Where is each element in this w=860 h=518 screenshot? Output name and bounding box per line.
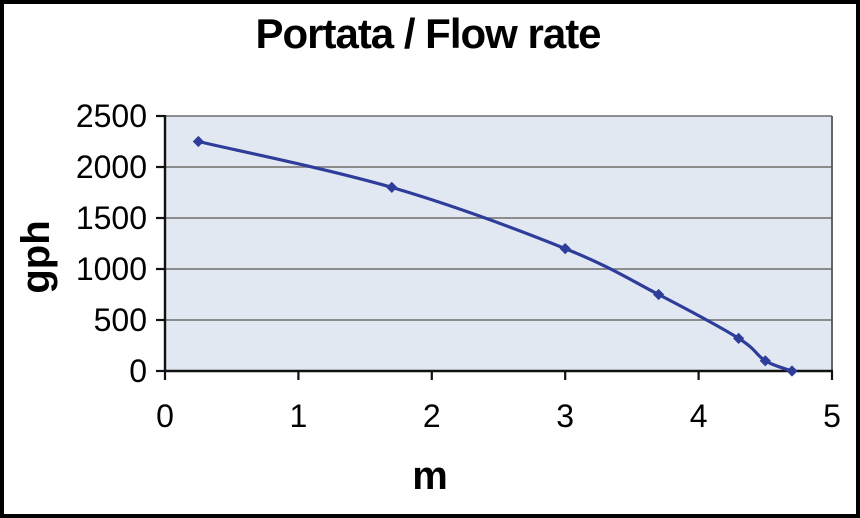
x-tick-label: 5 xyxy=(823,398,841,434)
data-point-marker xyxy=(192,135,204,148)
data-point-marker xyxy=(786,365,798,377)
x-tick-label: 4 xyxy=(690,398,708,434)
data-point-marker xyxy=(759,355,771,367)
y-tick-label: 0 xyxy=(129,353,147,389)
data-point-marker xyxy=(559,243,571,255)
y-tick-label: 2500 xyxy=(76,98,147,134)
flow-rate-chart: 0 500 1000 1500 2000 2500 0 1 2 3 4 5 xyxy=(76,98,841,434)
y-tick-label: 1500 xyxy=(76,200,147,236)
y-tick-label: 1000 xyxy=(76,251,147,287)
x-axis-label: m xyxy=(412,454,448,498)
x-tick-label: 3 xyxy=(556,398,574,434)
y-tick-label: 2000 xyxy=(76,149,147,185)
x-tick-label: 2 xyxy=(423,398,441,434)
x-tick-label: 0 xyxy=(156,398,174,434)
data-point-marker xyxy=(733,332,745,344)
data-point-marker xyxy=(386,181,398,193)
y-tick-label: 500 xyxy=(94,302,147,338)
x-tick-label: 1 xyxy=(290,398,308,434)
chart-title: Portata / Flow rate xyxy=(255,10,601,57)
series-line xyxy=(196,139,794,373)
data-point-marker xyxy=(652,288,665,301)
